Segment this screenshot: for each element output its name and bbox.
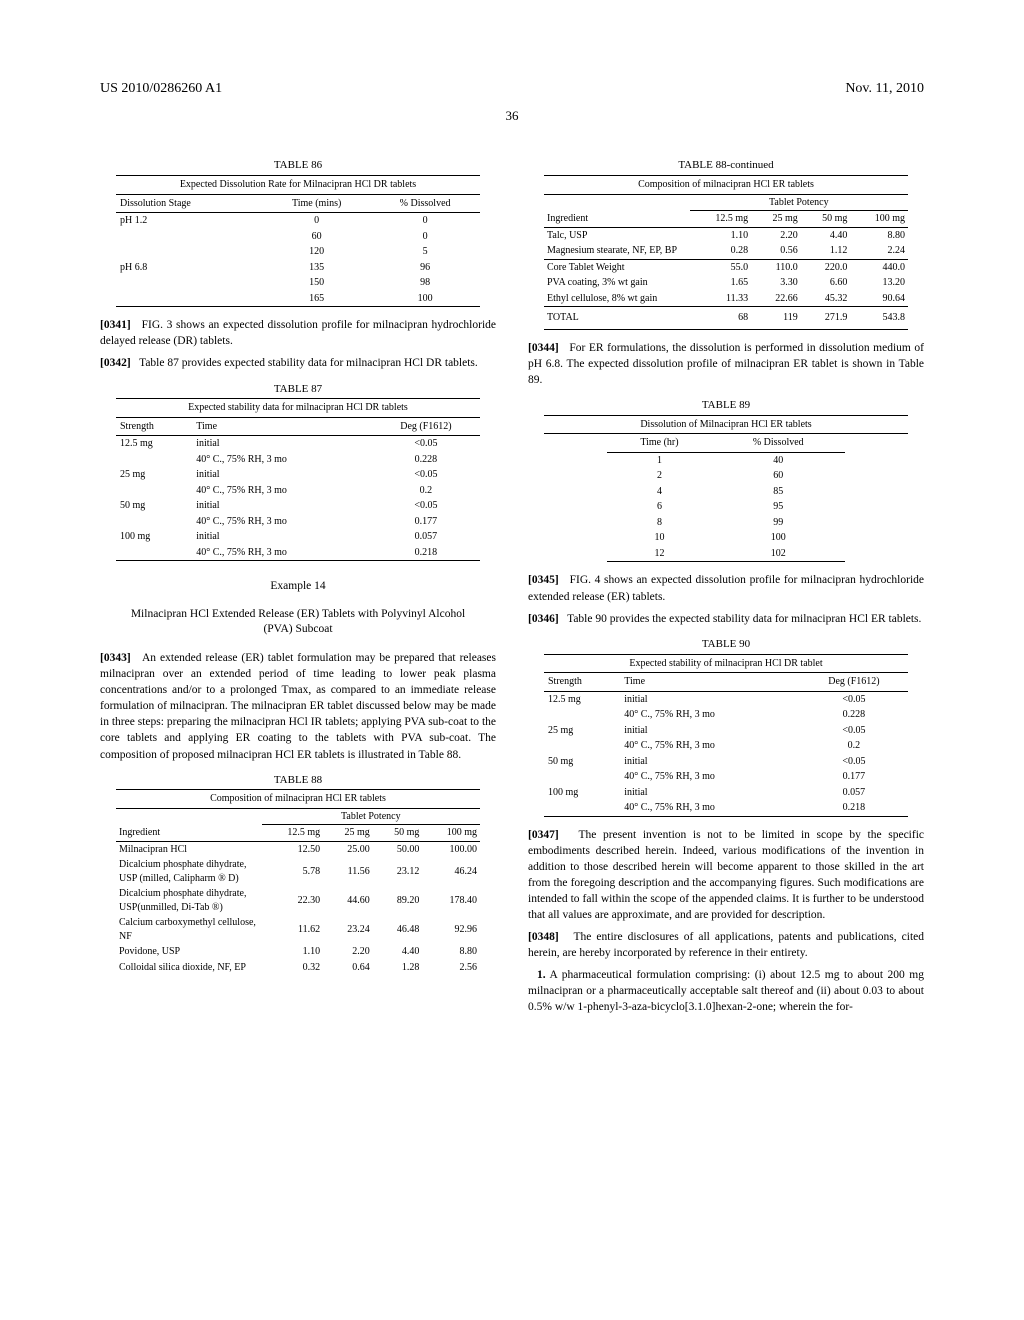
para-0348: [0348] The entire disclosures of all app… (528, 929, 924, 961)
para-num: [0342] (100, 357, 131, 369)
table88cont: Tablet PotencyIngredient12.5 mg25 mg50 m… (544, 195, 908, 330)
table88cont-caption: TABLE 88-continued (528, 158, 924, 173)
para-0341: [0341] FIG. 3 shows an expected dissolut… (100, 317, 496, 349)
patent-page: US 2010/0286260 A1 Nov. 11, 2010 36 TABL… (0, 0, 1024, 1320)
para-num: [0343] (100, 652, 131, 664)
table87-caption: TABLE 87 (100, 382, 496, 397)
para-0344: [0344] For ER formulations, the dissolut… (528, 340, 924, 388)
claim-text: A pharmaceutical formulation comprising:… (528, 969, 924, 1013)
para-num: [0346] (528, 613, 559, 625)
table87-title: Expected stability data for milnacipran … (116, 398, 480, 418)
table87: StrengthTimeDeg (F1612)12.5 mginitial<0.… (116, 418, 480, 562)
table88-title: Composition of milnacipran HCl ER tablet… (116, 789, 480, 809)
example-title: Milnacipran HCl Extended Release (ER) Ta… (128, 607, 468, 638)
claim-num: 1. (537, 969, 546, 981)
two-column-layout: TABLE 86 Expected Dissolution Rate for M… (100, 148, 924, 1021)
para-num: [0347] (528, 829, 559, 841)
para-text: The entire disclosures of all applicatio… (528, 931, 924, 959)
para-num: [0341] (100, 319, 131, 331)
table86: Dissolution StageTime (mins)% Dissolvedp… (116, 195, 480, 308)
para-0347: [0347] The present invention is not to b… (528, 827, 924, 924)
example-label: Example 14 (100, 579, 496, 595)
table89: Time (hr)% Dissolved14026048569589910100… (607, 434, 845, 562)
para-text: FIG. 3 shows an expected dissolution pro… (100, 319, 496, 347)
page-header: US 2010/0286260 A1 Nov. 11, 2010 (100, 80, 924, 99)
table88cont-title: Composition of milnacipran HCl ER tablet… (544, 175, 908, 195)
para-num: [0348] (528, 931, 559, 943)
table90-caption: TABLE 90 (528, 637, 924, 652)
table89-caption: TABLE 89 (528, 398, 924, 413)
doc-id: US 2010/0286260 A1 (100, 80, 222, 99)
para-text: The present invention is not to be limit… (528, 829, 924, 921)
para-0345: [0345] FIG. 4 shows an expected dissolut… (528, 572, 924, 604)
claim-1: 1. A pharmaceutical formulation comprisi… (528, 967, 924, 1015)
table86-caption: TABLE 86 (100, 158, 496, 173)
para-text: FIG. 4 shows an expected dissolution pro… (528, 574, 924, 602)
para-0342: [0342] Table 87 provides expected stabil… (100, 355, 496, 371)
table88: Tablet PotencyIngredient12.5 mg25 mg50 m… (116, 809, 480, 976)
para-text: Table 87 provides expected stability dat… (139, 357, 478, 369)
left-column: TABLE 86 Expected Dissolution Rate for M… (100, 148, 496, 1021)
table90-title: Expected stability of milnacipran HCl DR… (544, 654, 908, 674)
pub-date: Nov. 11, 2010 (845, 80, 924, 99)
table90: StrengthTimeDeg (F1612)12.5 mginitial<0.… (544, 673, 908, 817)
page-number: 36 (100, 107, 924, 125)
para-num: [0345] (528, 574, 559, 586)
para-text: For ER formulations, the dissolution is … (528, 342, 924, 386)
table89-title: Dissolution of Milnacipran HCl ER tablet… (544, 415, 908, 435)
right-column: TABLE 88-continued Composition of milnac… (528, 148, 924, 1021)
para-num: [0344] (528, 342, 559, 354)
table88-caption: TABLE 88 (100, 773, 496, 788)
para-0346: [0346] Table 90 provides the expected st… (528, 611, 924, 627)
para-0343: [0343] An extended release (ER) tablet f… (100, 650, 496, 763)
table86-title: Expected Dissolution Rate for Milnacipra… (116, 175, 480, 195)
para-text: An extended release (ER) tablet formulat… (100, 652, 496, 761)
para-text: Table 90 provides the expected stability… (567, 613, 921, 625)
